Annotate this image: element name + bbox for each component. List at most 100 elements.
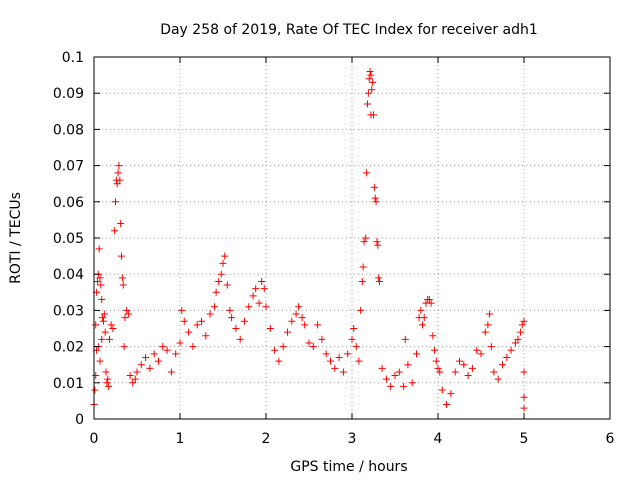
x-tick-label: 6 (606, 431, 615, 447)
data-point (284, 328, 291, 336)
data-point (301, 321, 309, 329)
data-point (129, 379, 137, 387)
data-point (358, 277, 366, 285)
data-point (206, 310, 214, 318)
data-point (352, 343, 360, 351)
data-point (344, 350, 352, 358)
data-point (150, 350, 158, 358)
data-point (91, 386, 99, 394)
data-point (460, 361, 468, 369)
data-point (96, 274, 104, 282)
data-point (137, 361, 145, 369)
y-tick-label: 0.07 (53, 159, 84, 175)
x-tick-label: 3 (348, 431, 357, 447)
data-point (456, 357, 463, 365)
x-tick-label: 5 (520, 431, 529, 447)
data-point (112, 198, 119, 206)
data-point (443, 401, 451, 409)
data-point (369, 78, 377, 86)
data-point (103, 379, 111, 387)
x-tick-label: 2 (262, 431, 271, 447)
data-point (123, 306, 131, 314)
data-point (228, 314, 236, 322)
data-point (335, 353, 343, 361)
data-point (371, 194, 379, 202)
data-point (447, 390, 455, 398)
data-point (363, 100, 371, 108)
data-point (221, 252, 229, 260)
data-point (275, 357, 283, 365)
x-axis-title: GPS time / hours (290, 459, 407, 475)
y-tick-label: 0.03 (53, 303, 84, 319)
data-point (155, 357, 162, 365)
data-point (252, 285, 260, 293)
data-point (477, 350, 485, 358)
data-point (219, 259, 227, 267)
data-point (121, 314, 129, 322)
data-point (133, 368, 141, 376)
data-point (404, 361, 412, 369)
data-point (350, 325, 358, 332)
data-point (374, 241, 382, 249)
data-point (249, 292, 257, 300)
data-point (163, 346, 171, 354)
data-point (331, 364, 339, 372)
data-point (93, 277, 101, 285)
data-point (92, 372, 100, 380)
data-point (223, 281, 231, 289)
data-point (98, 296, 106, 304)
data-point (117, 220, 125, 228)
data-point (481, 328, 489, 336)
data-point (431, 346, 439, 354)
data-point (258, 277, 266, 285)
data-point (159, 343, 167, 351)
data-point (215, 277, 223, 285)
data-point (520, 404, 528, 412)
data-point (118, 252, 126, 260)
data-point (520, 368, 528, 376)
data-point (241, 317, 248, 325)
data-point (167, 368, 175, 376)
data-point (111, 227, 119, 235)
data-point (212, 288, 220, 296)
data-point (142, 353, 150, 361)
data-point (434, 364, 442, 372)
data-point (232, 325, 240, 332)
data-point (102, 368, 110, 376)
data-point (368, 86, 376, 94)
data-point (180, 317, 188, 325)
y-tick-label: 0 (75, 412, 84, 428)
data-point (217, 270, 225, 278)
data-point (116, 176, 124, 184)
data-point (376, 277, 384, 285)
data-point (298, 314, 306, 322)
data-point (105, 382, 113, 390)
y-tick-label: 0.05 (53, 231, 84, 247)
data-point (95, 245, 103, 253)
data-point (432, 357, 440, 365)
x-tick-label: 1 (176, 431, 185, 447)
data-point (107, 321, 115, 329)
data-point (115, 162, 123, 170)
data-point (118, 274, 126, 282)
data-point (104, 375, 112, 383)
data-point (363, 169, 371, 177)
data-point (518, 321, 526, 329)
data-point (114, 169, 122, 177)
data-point (172, 350, 180, 358)
data-point (360, 238, 368, 246)
data-point (514, 335, 522, 343)
data-point (99, 314, 107, 322)
data-point (126, 372, 134, 380)
data-point (236, 335, 244, 343)
x-tick-label: 4 (434, 431, 443, 447)
data-point (119, 281, 127, 289)
data-point (305, 339, 313, 347)
y-tick-label: 0.02 (53, 340, 84, 356)
data-point (124, 310, 132, 318)
data-point (99, 317, 107, 325)
data-point (451, 368, 459, 376)
y-tick-label: 0.01 (53, 376, 84, 392)
